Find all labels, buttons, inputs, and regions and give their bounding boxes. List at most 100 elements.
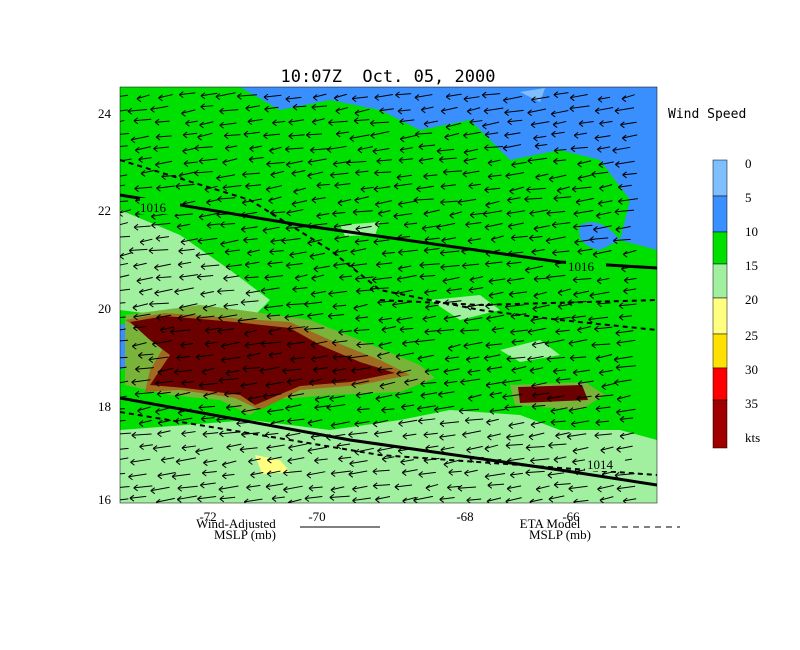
wind-arrow [174, 287, 194, 296]
wind-arrow [329, 494, 350, 501]
wind-arrow [219, 121, 237, 129]
wind-arrow [173, 368, 193, 376]
wind-arrow [263, 93, 282, 101]
wind-arrow [287, 393, 305, 400]
wind-arrow [120, 328, 126, 331]
wind-arrow [614, 107, 635, 115]
wind-arrow [195, 447, 213, 456]
wind-arrow [484, 260, 503, 268]
wind-arrow [510, 328, 528, 336]
wind-arrow [575, 197, 594, 206]
wind-arrow [527, 355, 544, 363]
wind-arrow [348, 431, 368, 438]
wind-arrow [198, 212, 219, 221]
wind-arrow [508, 290, 528, 298]
wind-arrow [133, 324, 147, 332]
wind-arrow [182, 147, 197, 155]
wind-arrow [463, 317, 483, 325]
wind-arrow [614, 208, 635, 216]
wind-arrow [616, 408, 636, 416]
wind-arrow [488, 278, 506, 285]
wind-arrow [219, 495, 236, 503]
wind-arrow [506, 260, 522, 268]
wind-arrow [544, 339, 565, 348]
wind-arrow [396, 316, 413, 324]
wind-arrow [461, 262, 480, 270]
wind-arrow [444, 355, 459, 363]
wind-arrow [616, 485, 636, 493]
wind-arrow [618, 302, 637, 310]
wind-arrow [381, 455, 395, 463]
wind-arrow [120, 184, 126, 187]
wind-arrow [395, 391, 413, 399]
wind-arrow [572, 369, 591, 376]
wind-arrow [457, 484, 477, 492]
wind-arrow [215, 92, 236, 101]
wind-arrow [206, 198, 219, 206]
wind-arrow [349, 134, 370, 142]
wind-arrow [138, 419, 152, 427]
wind-arrow [545, 236, 566, 245]
wind-arrow [377, 352, 390, 360]
wind-arrow [617, 183, 632, 191]
wind-arrow [526, 186, 546, 194]
wind-arrow [392, 301, 411, 309]
wind-arrow [289, 251, 307, 259]
wind-arrow [120, 408, 125, 410]
wind-arrow [314, 457, 328, 464]
wind-arrow [376, 261, 393, 269]
wind-arrow [285, 95, 302, 103]
wind-arrow [269, 146, 282, 155]
wind-arrow [287, 498, 302, 503]
wind-arrow [248, 156, 264, 163]
wind-arrow [239, 446, 258, 453]
wind-arrow [419, 261, 440, 269]
wind-arrow [403, 221, 418, 229]
wind-arrow [379, 381, 396, 390]
wind-arrow [375, 496, 391, 503]
wind-arrow [353, 117, 370, 125]
wind-arrow [529, 367, 544, 374]
wind-arrow [550, 407, 568, 415]
wind-arrow [615, 226, 631, 233]
wind-arrow [393, 212, 413, 220]
wind-arrow [185, 119, 198, 127]
lat-label: 20 [98, 301, 111, 316]
wind-arrow [550, 109, 569, 118]
colorbar-label: 15 [745, 258, 758, 273]
wind-arrow [373, 185, 391, 193]
wind-arrow [525, 469, 545, 477]
wind-arrow [133, 117, 152, 125]
wind-arrow [352, 485, 368, 493]
wind-arrow [155, 133, 172, 141]
wind-arrow [484, 222, 503, 231]
wind-arrow [502, 95, 523, 104]
wind-arrow [373, 238, 390, 246]
wind-arrow [533, 225, 550, 233]
wind-arrow [462, 170, 480, 178]
wind-arrow [268, 351, 283, 359]
wind-arrow [448, 468, 462, 476]
lat-label: 22 [98, 203, 111, 218]
wind-arrow [510, 471, 523, 479]
wind-arrow [598, 161, 614, 169]
wind-arrow [616, 339, 636, 347]
wind-arrow [448, 343, 461, 352]
wind-arrow [576, 395, 592, 403]
wind-arrow [612, 237, 631, 245]
wind-arrow [264, 304, 284, 312]
wind-arrow [566, 433, 587, 440]
wind-arrow [462, 430, 481, 438]
wind-arrow [529, 498, 543, 503]
wind-arrow [528, 234, 543, 242]
wind-arrow [594, 325, 613, 333]
wind-arrow [529, 209, 548, 217]
wind-arrow [445, 93, 462, 101]
wind-arrow [127, 107, 148, 115]
wind-arrow [155, 160, 173, 169]
wind-arrow [133, 484, 153, 492]
wind-arrow [120, 380, 129, 384]
wind-arrow [217, 195, 236, 203]
wind-arrow [525, 265, 544, 274]
